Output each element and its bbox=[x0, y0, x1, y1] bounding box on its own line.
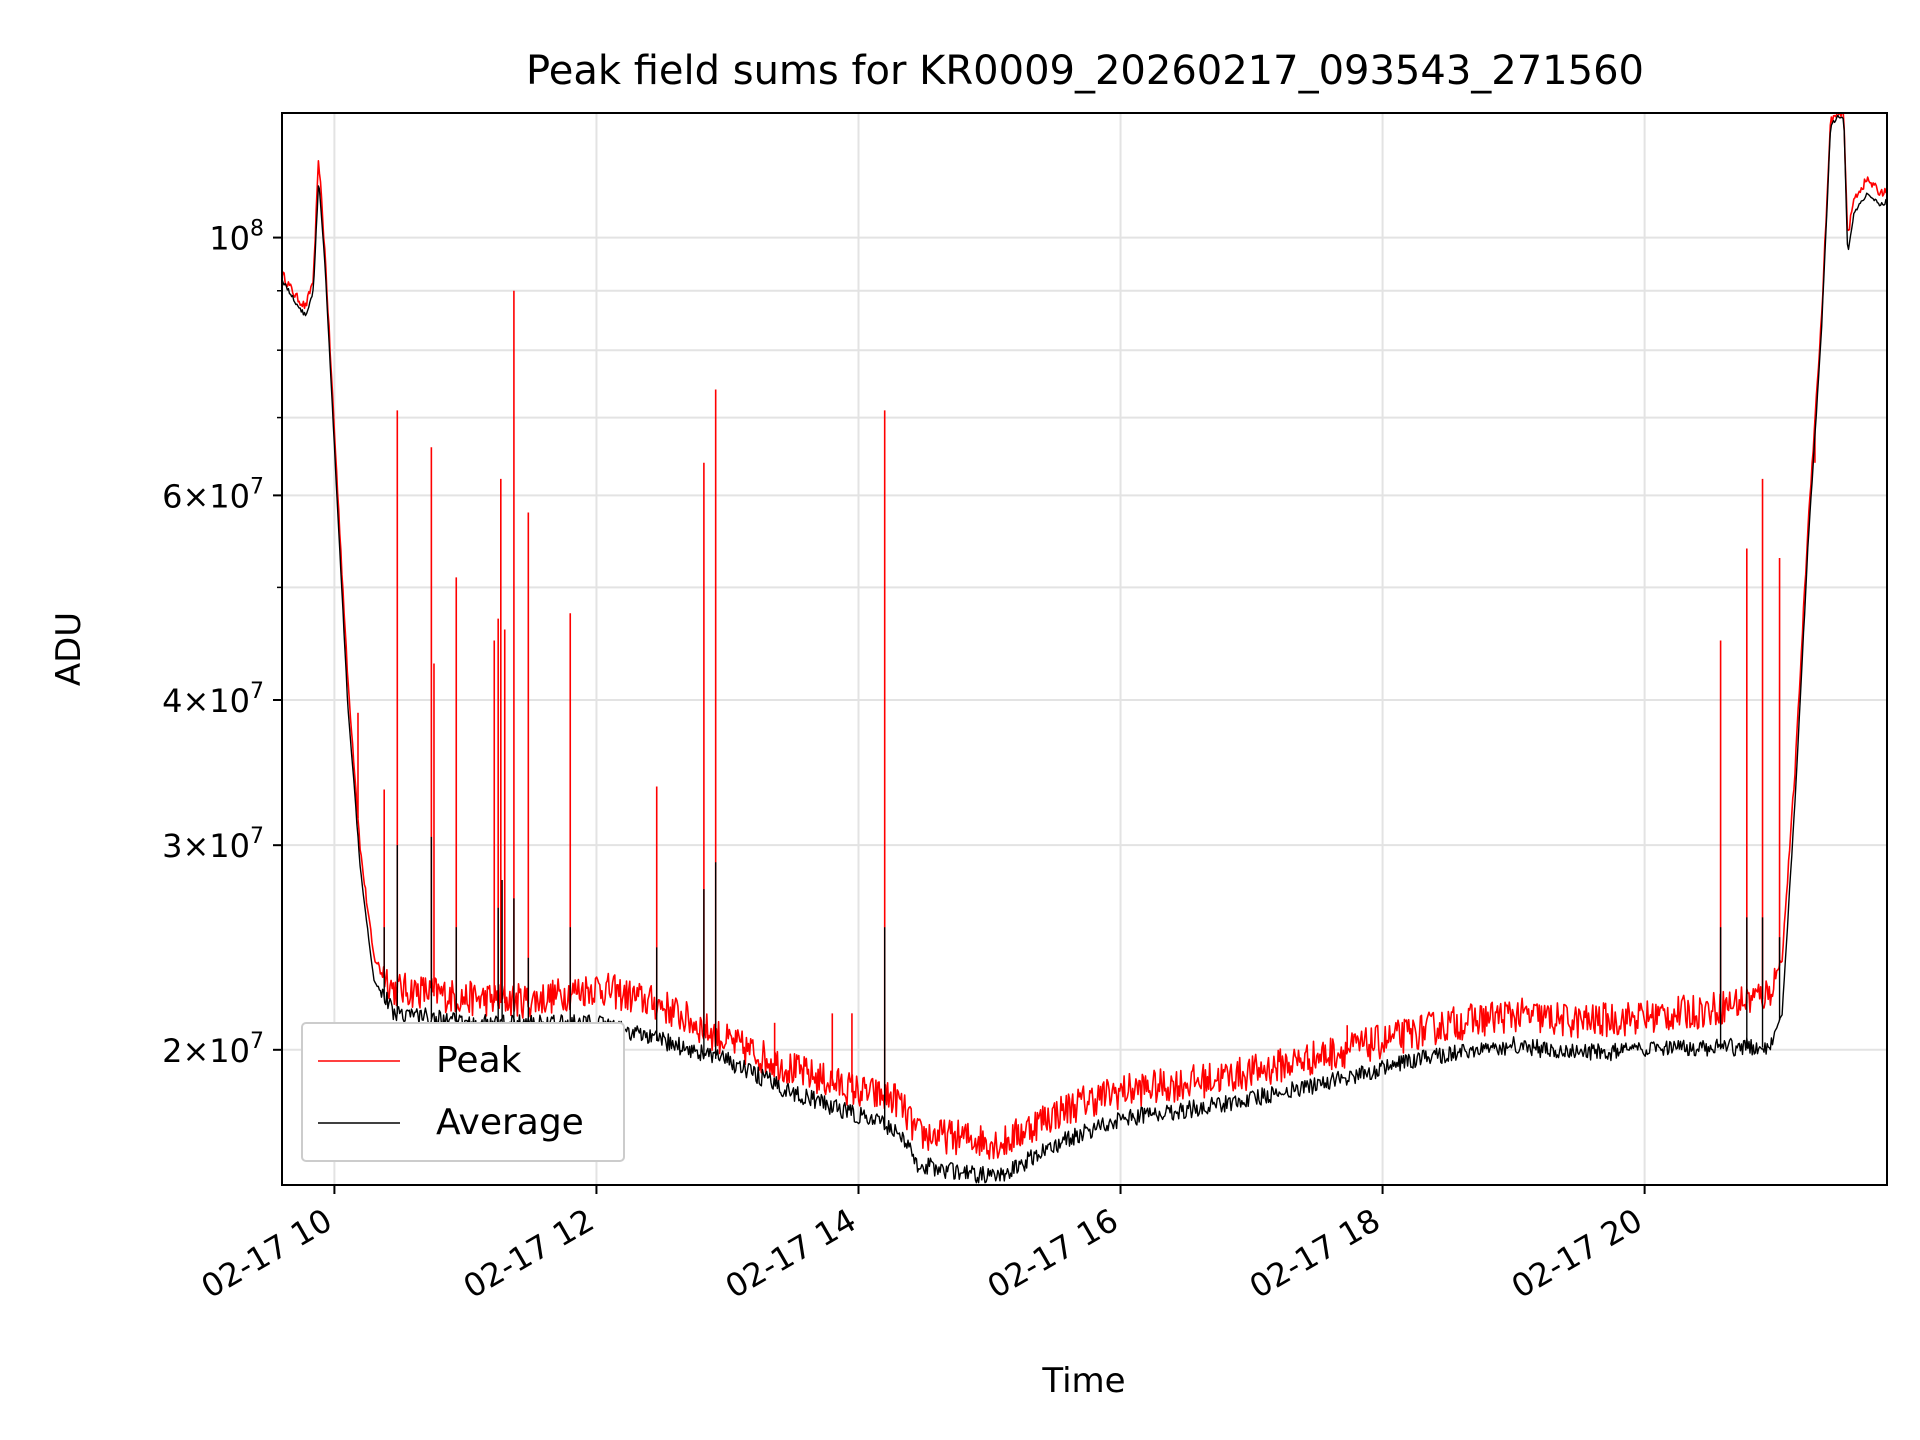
y-tick-label: 108 bbox=[209, 217, 264, 258]
series-line-peak bbox=[282, 113, 1887, 1160]
y-tick-mantissa: 3 bbox=[162, 827, 182, 865]
plot-frame bbox=[281, 112, 1888, 1186]
y-tick-mantissa: 4 bbox=[162, 682, 182, 720]
y-tick-base: 10 bbox=[209, 827, 250, 865]
x-axis-label: Time bbox=[1041, 1361, 1125, 1401]
legend-box bbox=[301, 1022, 625, 1162]
y-tick-label: 3×107 bbox=[162, 824, 264, 865]
y-tick-times: × bbox=[182, 477, 209, 515]
y-tick-label: 4×107 bbox=[162, 679, 264, 720]
y-tick-label: 6×107 bbox=[162, 474, 264, 515]
chart-title: Peak field sums for KR0009_20260217_0935… bbox=[526, 48, 1644, 94]
y-tick-exponent: 7 bbox=[250, 1029, 264, 1054]
y-tick-mantissa: 2 bbox=[162, 1032, 182, 1070]
y-tick-base: 10 bbox=[209, 1032, 250, 1070]
y-tick-base: 10 bbox=[209, 477, 250, 515]
legend-item-peak: Peak bbox=[318, 1040, 522, 1081]
y-tick-times: × bbox=[182, 827, 209, 865]
grid bbox=[282, 113, 1887, 1185]
y-tick-mantissa: 6 bbox=[162, 477, 182, 515]
y-tick-base: 10 bbox=[209, 220, 250, 258]
y-tick-label: 2×107 bbox=[162, 1029, 264, 1070]
y-tick-times: × bbox=[182, 1032, 209, 1070]
y-tick-exponent: 7 bbox=[250, 679, 264, 704]
y-tick-exponent: 7 bbox=[250, 824, 264, 849]
y-tick-exponent: 7 bbox=[250, 474, 264, 499]
legend-label: Peak bbox=[436, 1040, 522, 1081]
legend-label: Average bbox=[436, 1102, 584, 1143]
y-tick-base: 10 bbox=[209, 682, 250, 720]
legend-item-average: Average bbox=[318, 1102, 584, 1143]
y-tick-exponent: 8 bbox=[250, 217, 264, 242]
legend: Peak Average bbox=[301, 1022, 625, 1162]
y-axis-label: ADU bbox=[49, 612, 89, 686]
y-tick-times: × bbox=[182, 682, 209, 720]
